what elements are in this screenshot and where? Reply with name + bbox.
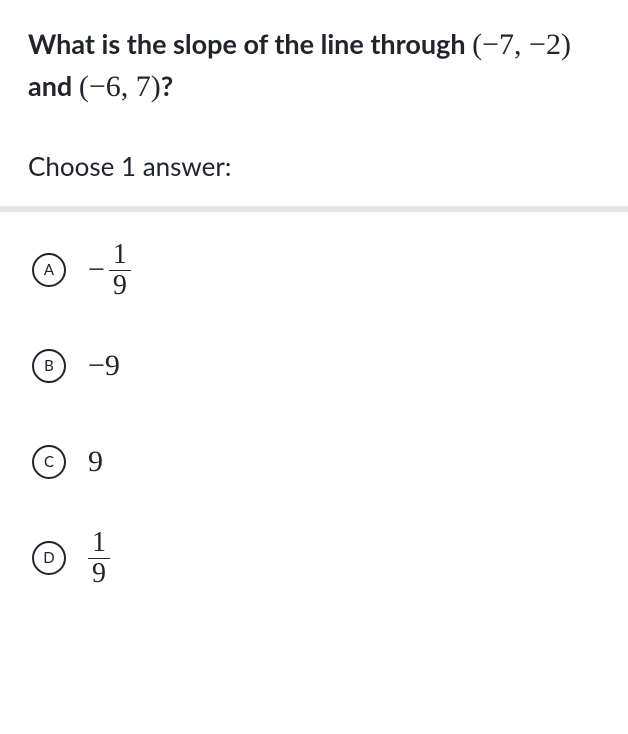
choice-letter: D	[43, 549, 54, 567]
stem-prefix: What is the slope of the line through	[28, 27, 472, 60]
point-1: (−7, −2)	[472, 28, 571, 61]
fraction-a: 1 9	[109, 240, 131, 300]
choice-d[interactable]: D 1 9	[32, 528, 600, 588]
choice-value: 9	[88, 445, 103, 479]
denominator: 9	[109, 271, 131, 300]
choice-a[interactable]: A − 1 9	[32, 240, 600, 300]
point-2: (−6, 7)	[79, 70, 161, 103]
choice-radio-d[interactable]: D	[32, 541, 66, 575]
choice-content-b: −9	[88, 336, 120, 396]
choose-instruction: Choose 1 answer:	[28, 150, 600, 182]
fraction-d: 1 9	[88, 528, 110, 588]
choice-letter: C	[44, 453, 54, 471]
choice-c[interactable]: C 9	[32, 432, 600, 492]
question-stem: What is the slope of the line through (−…	[28, 24, 600, 108]
denominator: 9	[88, 559, 110, 588]
choice-content-a: − 1 9	[88, 240, 131, 300]
choice-list: A − 1 9 B −9 C 9 D	[28, 240, 600, 588]
choice-radio-a[interactable]: A	[32, 253, 66, 287]
choice-radio-b[interactable]: B	[32, 349, 66, 383]
choice-letter: B	[44, 357, 54, 375]
choice-value: −9	[88, 349, 120, 383]
stem-mid: and	[28, 69, 79, 102]
choice-radio-c[interactable]: C	[32, 445, 66, 479]
section-divider	[0, 206, 628, 212]
numerator: 1	[109, 240, 131, 270]
numerator: 1	[88, 528, 110, 558]
choice-content-c: 9	[88, 432, 103, 492]
choice-b[interactable]: B −9	[32, 336, 600, 396]
negative-sign: −	[88, 253, 105, 287]
choice-letter: A	[44, 261, 54, 279]
choice-content-d: 1 9	[88, 528, 110, 588]
stem-suffix: ?	[161, 69, 173, 102]
